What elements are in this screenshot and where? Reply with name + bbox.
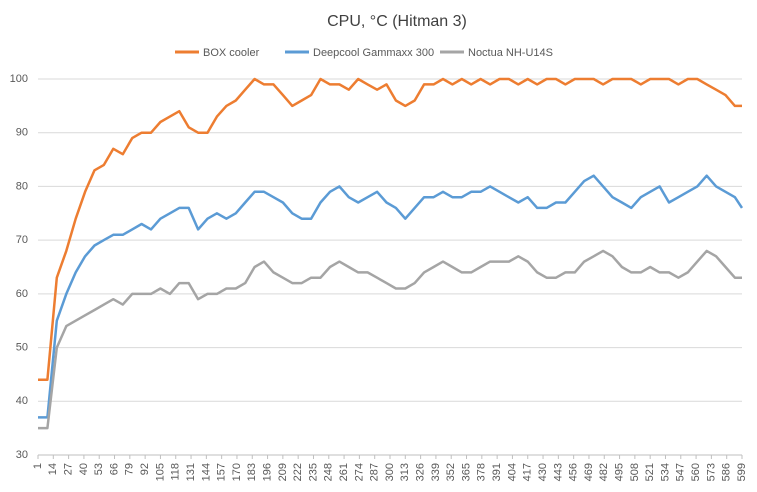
- x-tick-label: 27: [63, 463, 75, 475]
- x-tick-label: 547: [675, 463, 687, 481]
- x-tick-label: 352: [445, 463, 457, 481]
- x-tick-label: 1: [32, 463, 44, 469]
- series-line: [38, 174, 744, 419]
- y-tick-label: 40: [16, 395, 28, 407]
- x-tick-label: 79: [124, 463, 136, 475]
- x-tick-label: 40: [78, 463, 90, 475]
- x-tick-label: 378: [476, 463, 488, 481]
- x-tick-label: 521: [644, 463, 656, 481]
- x-tick-label: 443: [552, 463, 564, 481]
- x-tick-label: 560: [690, 463, 702, 481]
- x-tick-label: 131: [185, 463, 197, 481]
- x-tick-label: 287: [369, 463, 381, 481]
- x-tick-label: 105: [154, 463, 166, 481]
- y-tick-label: 50: [16, 341, 28, 353]
- x-tick-label: 482: [598, 463, 610, 481]
- x-tick-label: 300: [384, 463, 396, 481]
- x-tick-label: 196: [261, 463, 273, 481]
- y-tick-label: 100: [10, 73, 28, 85]
- x-tick-label: 144: [200, 463, 212, 481]
- x-tick-label: 235: [307, 463, 319, 481]
- x-tick-label: 261: [338, 463, 350, 481]
- x-tick-label: 573: [705, 463, 717, 481]
- x-tick-label: 417: [522, 463, 534, 481]
- x-tick-label: 118: [170, 463, 182, 481]
- x-tick-label: 248: [323, 463, 335, 481]
- x-tick-label: 339: [430, 463, 442, 481]
- x-tick-label: 313: [399, 463, 411, 481]
- chart-title: CPU, °C (Hitman 3): [327, 13, 467, 30]
- x-tick-label: 157: [216, 463, 228, 481]
- x-tick-label: 495: [613, 463, 625, 481]
- series-line: [38, 249, 742, 430]
- x-tick-label: 534: [659, 463, 671, 481]
- x-tick-label: 469: [583, 463, 595, 481]
- x-tick-label: 222: [292, 463, 304, 481]
- x-tick-label: 183: [246, 463, 258, 481]
- x-tick-label: 326: [415, 463, 427, 481]
- x-tick-label: 430: [537, 463, 549, 481]
- y-tick-label: 60: [16, 288, 28, 300]
- x-tick-label: 365: [460, 463, 472, 481]
- legend-label: BOX cooler: [203, 47, 260, 59]
- y-tick-label: 30: [16, 449, 28, 461]
- x-tick-label: 14: [47, 463, 59, 475]
- x-tick-label: 53: [93, 463, 105, 475]
- x-tick-label: 586: [721, 463, 733, 481]
- y-tick-label: 80: [16, 180, 28, 192]
- y-tick-label: 70: [16, 234, 28, 246]
- x-tick-label: 92: [139, 463, 151, 475]
- y-tick-label: 90: [16, 127, 28, 139]
- legend-label: Deepcool Gammaxx 300: [313, 47, 434, 59]
- x-tick-label: 508: [629, 463, 641, 481]
- x-tick-label: 456: [568, 463, 580, 481]
- x-tick-label: 274: [353, 463, 365, 481]
- series-line: [38, 77, 742, 382]
- x-tick-label: 404: [506, 463, 518, 481]
- x-tick-label: 66: [108, 463, 120, 475]
- x-tick-label: 599: [736, 463, 748, 481]
- x-tick-label: 391: [491, 463, 503, 481]
- x-tick-label: 209: [277, 463, 289, 481]
- legend-label: Noctua NH-U14S: [468, 47, 553, 59]
- x-tick-label: 170: [231, 463, 243, 481]
